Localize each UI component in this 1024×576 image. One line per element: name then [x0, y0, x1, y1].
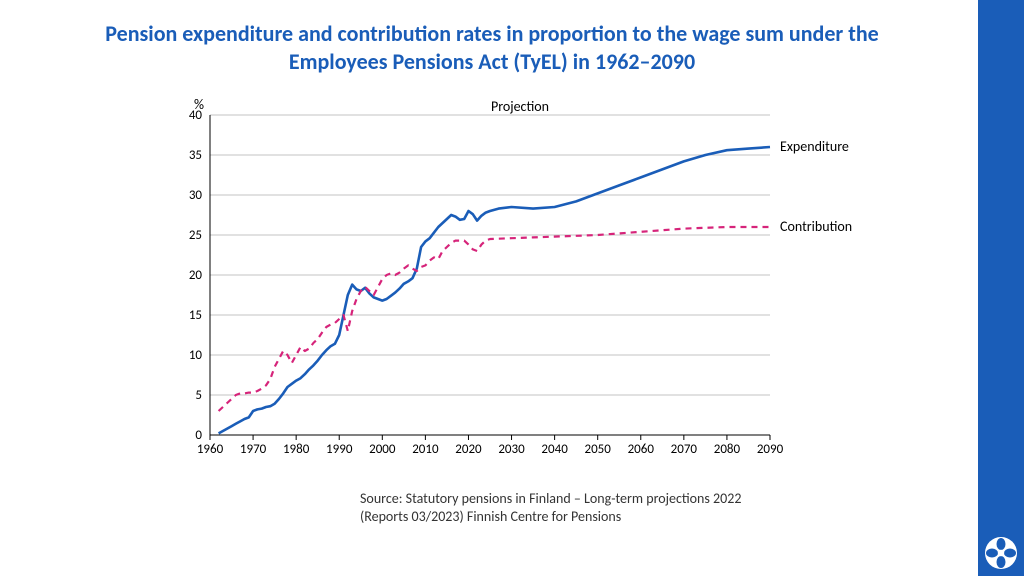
chart-area: 0510152025303540196019701980199020002010… — [170, 95, 870, 465]
svg-text:1960: 1960 — [197, 442, 224, 457]
svg-text:2060: 2060 — [628, 442, 655, 457]
svg-text:Contribution: Contribution — [780, 218, 852, 235]
svg-text:Expenditure: Expenditure — [780, 138, 849, 155]
svg-text:25: 25 — [189, 228, 202, 243]
svg-text:30: 30 — [189, 188, 203, 203]
svg-text:15: 15 — [189, 308, 202, 323]
slide-title: Pension expenditure and contribution rat… — [60, 20, 924, 75]
svg-text:1990: 1990 — [326, 442, 353, 457]
svg-text:2080: 2080 — [714, 442, 741, 457]
svg-text:10: 10 — [189, 348, 203, 363]
svg-text:Projection: Projection — [491, 98, 549, 115]
line-chart: 0510152025303540196019701980199020002010… — [170, 95, 870, 465]
svg-text:0: 0 — [195, 428, 202, 443]
svg-text:2020: 2020 — [455, 442, 482, 457]
svg-text:2010: 2010 — [412, 442, 439, 457]
brand-sidebar — [978, 0, 1024, 576]
svg-text:2050: 2050 — [585, 442, 612, 457]
svg-text:2000: 2000 — [369, 442, 396, 457]
svg-text:20: 20 — [189, 268, 203, 283]
svg-text:2070: 2070 — [671, 442, 698, 457]
svg-text:2040: 2040 — [541, 442, 568, 457]
svg-text:2090: 2090 — [757, 442, 784, 457]
svg-text:1980: 1980 — [283, 442, 310, 457]
source-text: Source: Statutory pensions in Finland – … — [360, 490, 790, 526]
svg-text:%: % — [194, 96, 204, 113]
svg-text:5: 5 — [195, 388, 202, 403]
svg-text:2030: 2030 — [498, 442, 525, 457]
organisation-logo-icon — [984, 536, 1018, 570]
svg-text:35: 35 — [189, 148, 202, 163]
svg-text:1970: 1970 — [240, 442, 267, 457]
